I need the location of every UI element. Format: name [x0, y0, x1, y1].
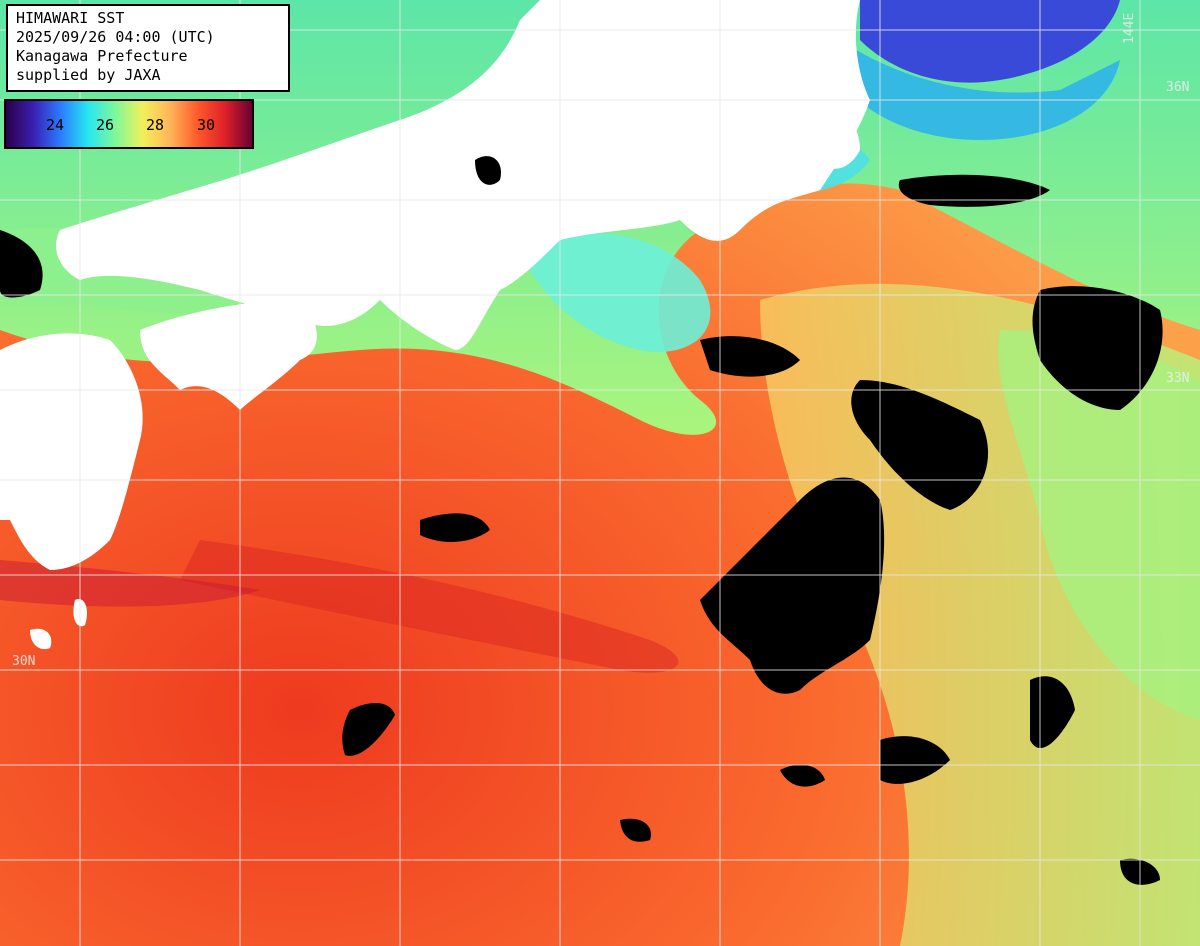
- color-legend: 24 26 28 30: [4, 99, 254, 149]
- cloud-mask: [0, 156, 1163, 885]
- product-title: HIMAWARI SST: [16, 9, 125, 27]
- lat-label-33n: 33N: [1166, 371, 1190, 386]
- legend-tick-24: 24: [46, 116, 65, 134]
- prefecture: Kanagawa Prefecture: [16, 47, 188, 65]
- legend-tick-30: 30: [197, 116, 216, 134]
- timestamp: 2025/09/26 04:00 (UTC): [16, 28, 215, 46]
- northeast-cyan-water: [840, 40, 1120, 140]
- lat-label-36n: 36N: [1166, 80, 1190, 95]
- legend-color-bar: [6, 101, 252, 147]
- warm-streak: [0, 560, 260, 607]
- supplier: supplied by JAXA: [16, 66, 161, 84]
- northeast-cold-water: [860, 0, 1120, 83]
- east-cool-zone: [998, 330, 1200, 720]
- info-box: HIMAWARI SST 2025/09/26 04:00 (UTC) Kana…: [6, 4, 290, 92]
- kuroshio-cyan-eddy: [520, 233, 711, 352]
- warm-streak: [180, 540, 679, 673]
- land-japan: [0, 0, 870, 650]
- legend-tick-26: 26: [96, 116, 115, 134]
- lon-label-144e: 144E: [1122, 12, 1137, 44]
- lat-label-30n: 30N: [12, 654, 36, 669]
- legend-tick-28: 28: [146, 116, 165, 134]
